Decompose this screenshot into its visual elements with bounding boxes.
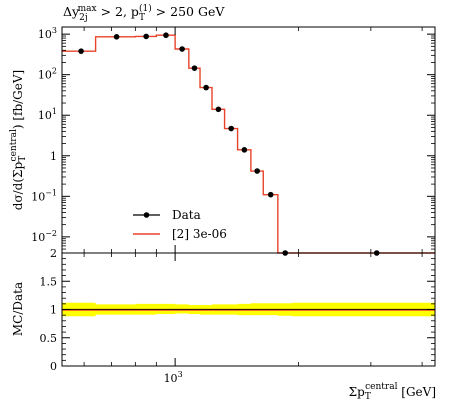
- main-plot-marks: [62, 32, 435, 256]
- legend-data-marker: [143, 212, 150, 218]
- ratio-y-tick-label: 1: [50, 304, 57, 317]
- ratio-y-tick-label: 2: [50, 247, 57, 260]
- y-tick-label: 102: [38, 67, 57, 82]
- data-point: [191, 65, 198, 71]
- y-tick-label: 1: [50, 150, 57, 163]
- data-point: [143, 33, 149, 40]
- main-y-axis-label: dσ/d(ΣpTcentral) [fb/GeV]: [9, 70, 28, 210]
- ratio-y-axis-label: MC/Data: [11, 282, 25, 336]
- y-tick-label: 10−1: [31, 188, 57, 203]
- mc-step-line: [62, 34, 435, 254]
- data-point: [113, 34, 120, 40]
- chart-title: Δy2jmax > 2, pT(1) > 250 GeV: [63, 3, 225, 23]
- data-point: [254, 168, 260, 174]
- ratio-y-axis: 0 0.5 1 1.5 2: [40, 247, 435, 373]
- main-plot-frame: [61, 26, 436, 254]
- y-tick-label: 10−2: [31, 229, 57, 244]
- y-tick-label: 103: [38, 26, 57, 41]
- data-point: [179, 46, 185, 52]
- data-point: [203, 84, 209, 91]
- legend: Data [2] 3e-06: [133, 208, 227, 241]
- x-tick-label: 103: [164, 370, 183, 385]
- data-point: [267, 191, 274, 198]
- ratio-y-tick-label: 1.5: [40, 275, 58, 288]
- main-plot-panel: 103 102 101 1 10−1 10−2: [31, 26, 436, 256]
- main-y-axis: 103 102 101 1 10−1 10−2: [31, 26, 435, 254]
- data-point: [78, 48, 84, 54]
- ratio-plot-marks: [62, 302, 435, 317]
- ratio-plot-panel: 0 0.5 1 1.5 2 103: [40, 247, 436, 385]
- ratio-y-tick-label: 0.5: [40, 332, 58, 345]
- ratio-y-tick-label: 0: [50, 360, 57, 373]
- legend-data-label: Data: [172, 208, 201, 222]
- x-axis-label: ΣpTcentral [GeV]: [349, 382, 436, 402]
- data-point: [228, 125, 235, 132]
- data-point: [215, 106, 222, 113]
- data-point: [241, 147, 248, 153]
- ratio-x-axis: 103: [83, 253, 423, 385]
- data-point: [163, 32, 169, 39]
- y-tick-label: 101: [38, 107, 57, 122]
- legend-mc-label: [2] 3e-06: [172, 227, 227, 241]
